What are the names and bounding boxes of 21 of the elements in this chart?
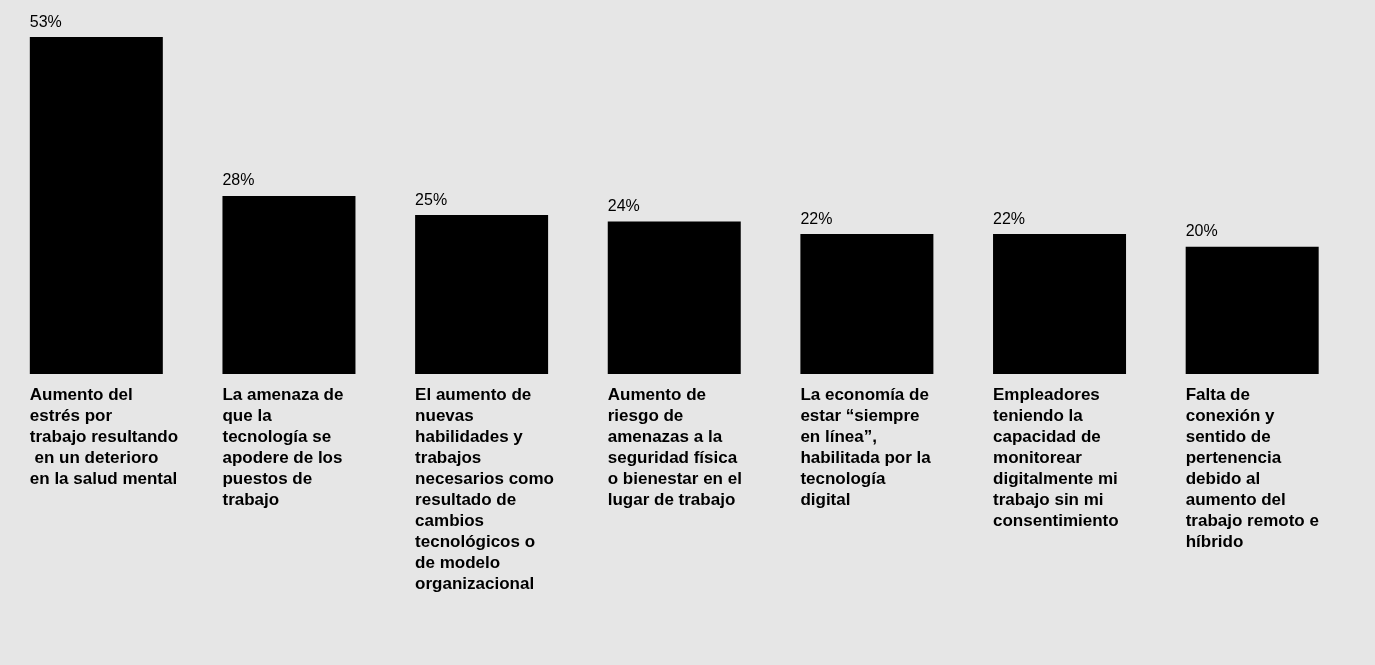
- data-label: 25%: [415, 190, 448, 208]
- x-tick-label: La amenaza de que la tecnología se apodere de los puestos de trabajo: [222, 385, 349, 509]
- data-label: 24%: [607, 196, 640, 214]
- bar: [29, 37, 163, 374]
- bar: [993, 234, 1127, 374]
- bar: [607, 221, 741, 374]
- bar: [800, 234, 934, 374]
- x-tick-label: La economía de estar “siempre en línea”, habilitada por la tecnología digital: [800, 385, 936, 509]
- x-tick-label: Aumento de riesgo de amenazas a la seguridad física o bienestar en el lugar de trabajo: [607, 385, 747, 509]
- category-label: El aumento de nuevas habilidades y trabajos necesarios como resultado de cambios tecnológicos o de modelo organizacional: [415, 385, 555, 593]
- data-label: 53%: [29, 12, 62, 30]
- data-label: 22%: [800, 209, 833, 227]
- data-label: 22%: [993, 209, 1026, 227]
- bar: [415, 215, 549, 374]
- bar: [1185, 246, 1319, 374]
- x-tick-label: Empleadores teniendo la capacidad de monitorear digitalmente mi trabajo sin mi consentimiento: [993, 385, 1123, 530]
- x-tick-label: Falta de conexión y sentido de pertenencia debido al aumento del trabajo remoto e híbrido: [1185, 385, 1324, 551]
- data-label: 20%: [1185, 222, 1218, 240]
- data-label: 28%: [222, 171, 255, 189]
- bar: [222, 195, 356, 374]
- x-tick-label: Aumento del estrés por trabajo resultando en un deterioro en la salud mental: [29, 385, 179, 488]
